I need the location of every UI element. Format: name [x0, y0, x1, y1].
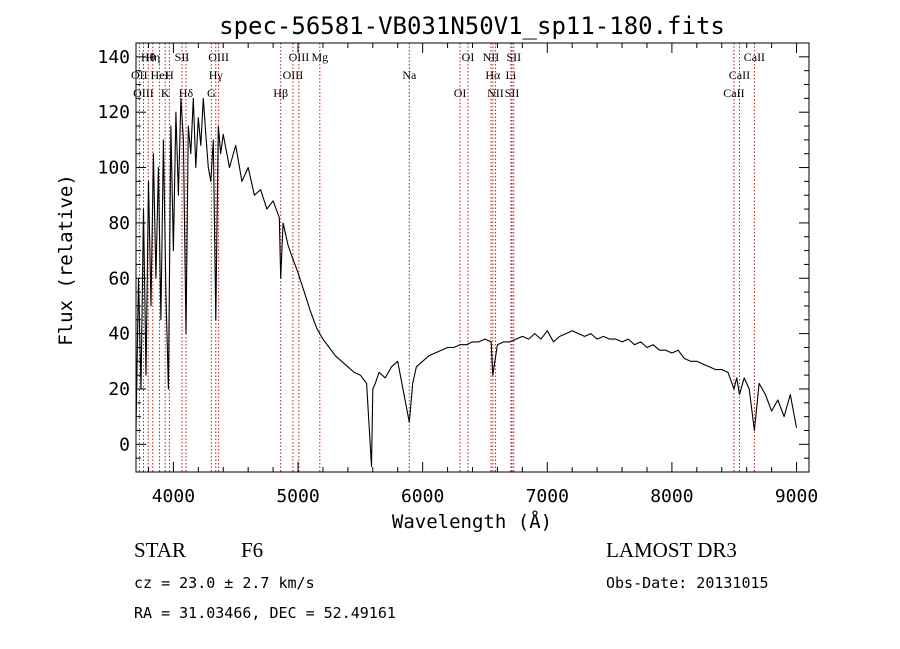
- axes-layer: 4000 5000 6000 7000 8000 9000 0 20 40 60 80 100 120 1…: [97, 42, 818, 507]
- spectral-line-label: Li: [506, 68, 517, 82]
- y-tick-label: 100: [97, 158, 130, 179]
- spectral-line-label: Hγ: [209, 68, 224, 82]
- spectral-line-label: CaII: [729, 68, 750, 82]
- x-tick-label: 5000: [276, 486, 319, 507]
- spectral-line-label: H: [165, 68, 174, 82]
- chart-title: spec-56581-VB031N50V1_sp11-180.fits: [219, 12, 725, 40]
- observation-date: Obs-Date: 20131015: [606, 574, 769, 592]
- series-layer: [135, 97, 798, 468]
- plot-frame: [135, 42, 810, 473]
- spectral-line-label: OI: [462, 50, 475, 64]
- spectral-line-label: G: [207, 86, 216, 100]
- ra-dec-coordinates: RA = 31.03466, DEC = 52.49161: [134, 604, 396, 622]
- spectral-line-label: SII: [175, 50, 190, 64]
- object-class: STAR: [134, 538, 186, 562]
- spectral-line-label: Hη: [145, 50, 160, 64]
- spectral-line-label: OIII: [133, 86, 154, 100]
- x-axis-label: Wavelength (Å): [392, 510, 552, 533]
- spectral-line-label: OIII: [289, 50, 310, 64]
- spectral-line-label: CaII: [723, 86, 744, 100]
- y-axis-label: Flux (relative): [55, 174, 77, 346]
- spectral-line-label: Hθ: [141, 50, 156, 64]
- spectral-line-label: SII: [505, 86, 520, 100]
- x-tick-label: 4000: [152, 486, 195, 507]
- x-tick-label: 9000: [775, 486, 818, 507]
- y-tick-label: 120: [97, 102, 130, 123]
- spectral-line-label: OIII: [208, 50, 229, 64]
- spectral-line-label: CaII: [744, 50, 765, 64]
- survey-name: LAMOST DR3: [606, 538, 737, 562]
- spectral-line-label: NII: [487, 86, 504, 100]
- y-tick-label: 0: [119, 434, 130, 455]
- spectral-line-label: HeI: [151, 68, 169, 82]
- x-tick-label: 7000: [526, 486, 569, 507]
- spectral-subclass: F6: [241, 538, 264, 562]
- spectral-line-label: Na: [402, 68, 417, 82]
- spectral-line-label: K: [161, 86, 170, 100]
- x-tick-label: 8000: [650, 486, 693, 507]
- spectral-line-label: Hα: [485, 68, 501, 82]
- flux-series-line: [135, 97, 798, 468]
- x-tick-label: 6000: [401, 486, 444, 507]
- spectral-line-label: NII: [483, 50, 500, 64]
- spectral-lines-layer: HθOIIOIIIHηHeIKSIIHHδOIIIHγGOIIIOIIIHβMg…: [131, 43, 765, 472]
- y-tick-label: 60: [108, 268, 130, 289]
- y-tick-label: 40: [108, 324, 130, 345]
- spectral-line-label: SII: [506, 50, 521, 64]
- spectral-line-label: Hδ: [179, 86, 194, 100]
- y-tick-label: 140: [97, 47, 130, 68]
- spectral-line-label: OIII: [283, 68, 304, 82]
- spectral-line-label: Hβ: [273, 86, 288, 100]
- y-tick-label: 80: [108, 213, 130, 234]
- redshift-velocity: cz = 23.0 ± 2.7 km/s: [134, 574, 315, 592]
- y-tick-label: 20: [108, 379, 130, 400]
- spectral-line-label: OII: [131, 68, 148, 82]
- spectral-line-label: OI: [454, 86, 467, 100]
- spectral-line-label: Mg: [311, 50, 328, 64]
